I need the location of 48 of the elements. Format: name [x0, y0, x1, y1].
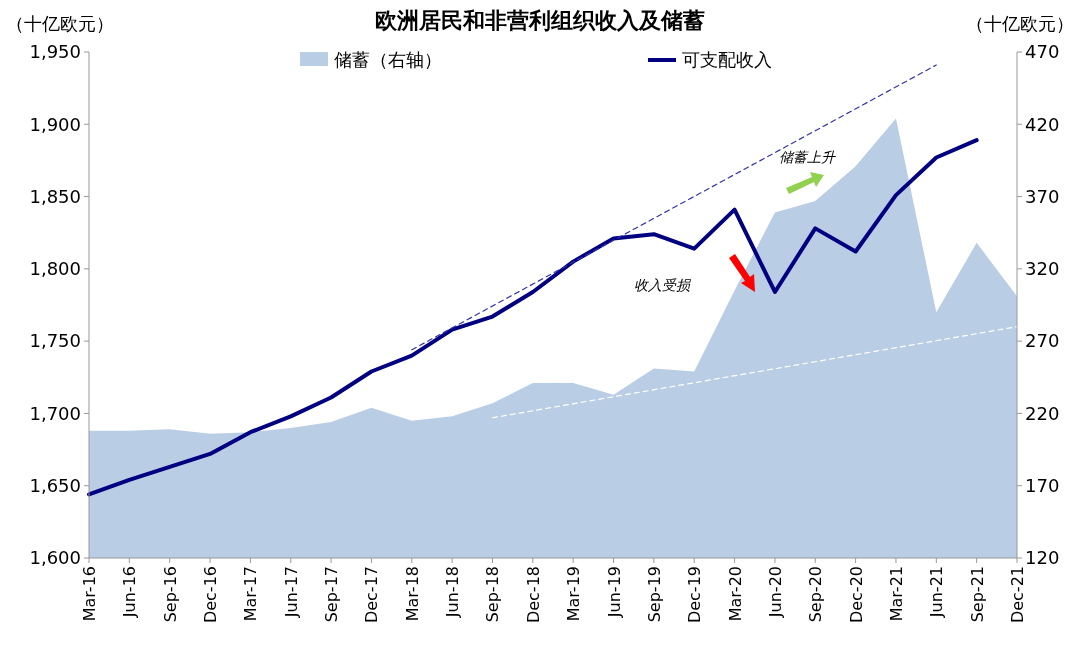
y2-tick-label: 270 [1025, 330, 1060, 352]
y2-tick-label: 420 [1025, 113, 1060, 135]
y-axis-title: （十亿欧元） [6, 13, 114, 34]
x-tick-label: Mar-16 [80, 566, 99, 622]
x-tick-label: Dec-21 [1008, 566, 1027, 624]
y-tick-label: 1,850 [29, 185, 81, 207]
y2-tick-label: 320 [1025, 258, 1060, 280]
x-tick-label: Dec-17 [362, 566, 382, 624]
x-tick-label: Mar-18 [402, 566, 422, 622]
x-tick-label: Jun-17 [281, 566, 301, 619]
x-tick-label: Sep-16 [160, 566, 180, 623]
annotation: 储蓄上升 [779, 149, 837, 165]
x-tick-label: Mar-20 [725, 566, 745, 622]
chart-title: 欧洲居民和非营利组织收入及储蓄 [375, 8, 705, 33]
y2-tick-label: 170 [1025, 475, 1060, 497]
x-tick-label: Sep-21 [967, 566, 987, 623]
annotation: 收入受损 [633, 277, 692, 293]
y-tick-label: 1,600 [29, 547, 81, 569]
y2-tick-label: 370 [1025, 185, 1060, 207]
x-tick-label: Jun-18 [443, 566, 463, 619]
y2-tick-label: 220 [1025, 402, 1060, 424]
legend-label: 储蓄（右轴） [334, 49, 442, 71]
line-series [87, 138, 979, 497]
x-tick-label: Dec-16 [201, 566, 221, 624]
x-tick-label: Jun-20 [765, 566, 785, 619]
y-tick-label: 1,900 [29, 113, 81, 135]
y-tick-label: 1,750 [29, 330, 81, 352]
y-tick-label: 1,650 [29, 475, 81, 497]
x-tick-label: Dec-20 [846, 566, 866, 624]
x-tick-label: Dec-18 [523, 566, 543, 624]
y-tick-label: 1,700 [29, 402, 81, 424]
x-tick-label: Dec-19 [685, 566, 705, 624]
y-tick-label: 1,950 [29, 41, 81, 63]
x-tick-label: Mar-17 [241, 566, 261, 622]
x-tick-label: Jun-19 [604, 566, 624, 619]
x-tick-label: Sep-17 [322, 566, 342, 623]
y2-tick-label: 470 [1025, 41, 1060, 63]
y-tick-label: 1,800 [29, 258, 81, 280]
x-tick-label: Jun-16 [120, 566, 140, 619]
y2-axis-title: （十亿欧元） [966, 13, 1074, 34]
x-tick-label: Sep-18 [483, 566, 503, 623]
x-tick-label: Sep-20 [806, 566, 826, 623]
legend-label: 可支配收入 [682, 49, 772, 71]
x-tick-label: Sep-19 [644, 566, 664, 623]
x-tick-label: Jun-21 [927, 566, 947, 619]
y2-tick-label: 120 [1025, 547, 1060, 569]
x-tick-label: Mar-19 [564, 566, 584, 622]
x-tick-label: Mar-21 [886, 566, 906, 622]
